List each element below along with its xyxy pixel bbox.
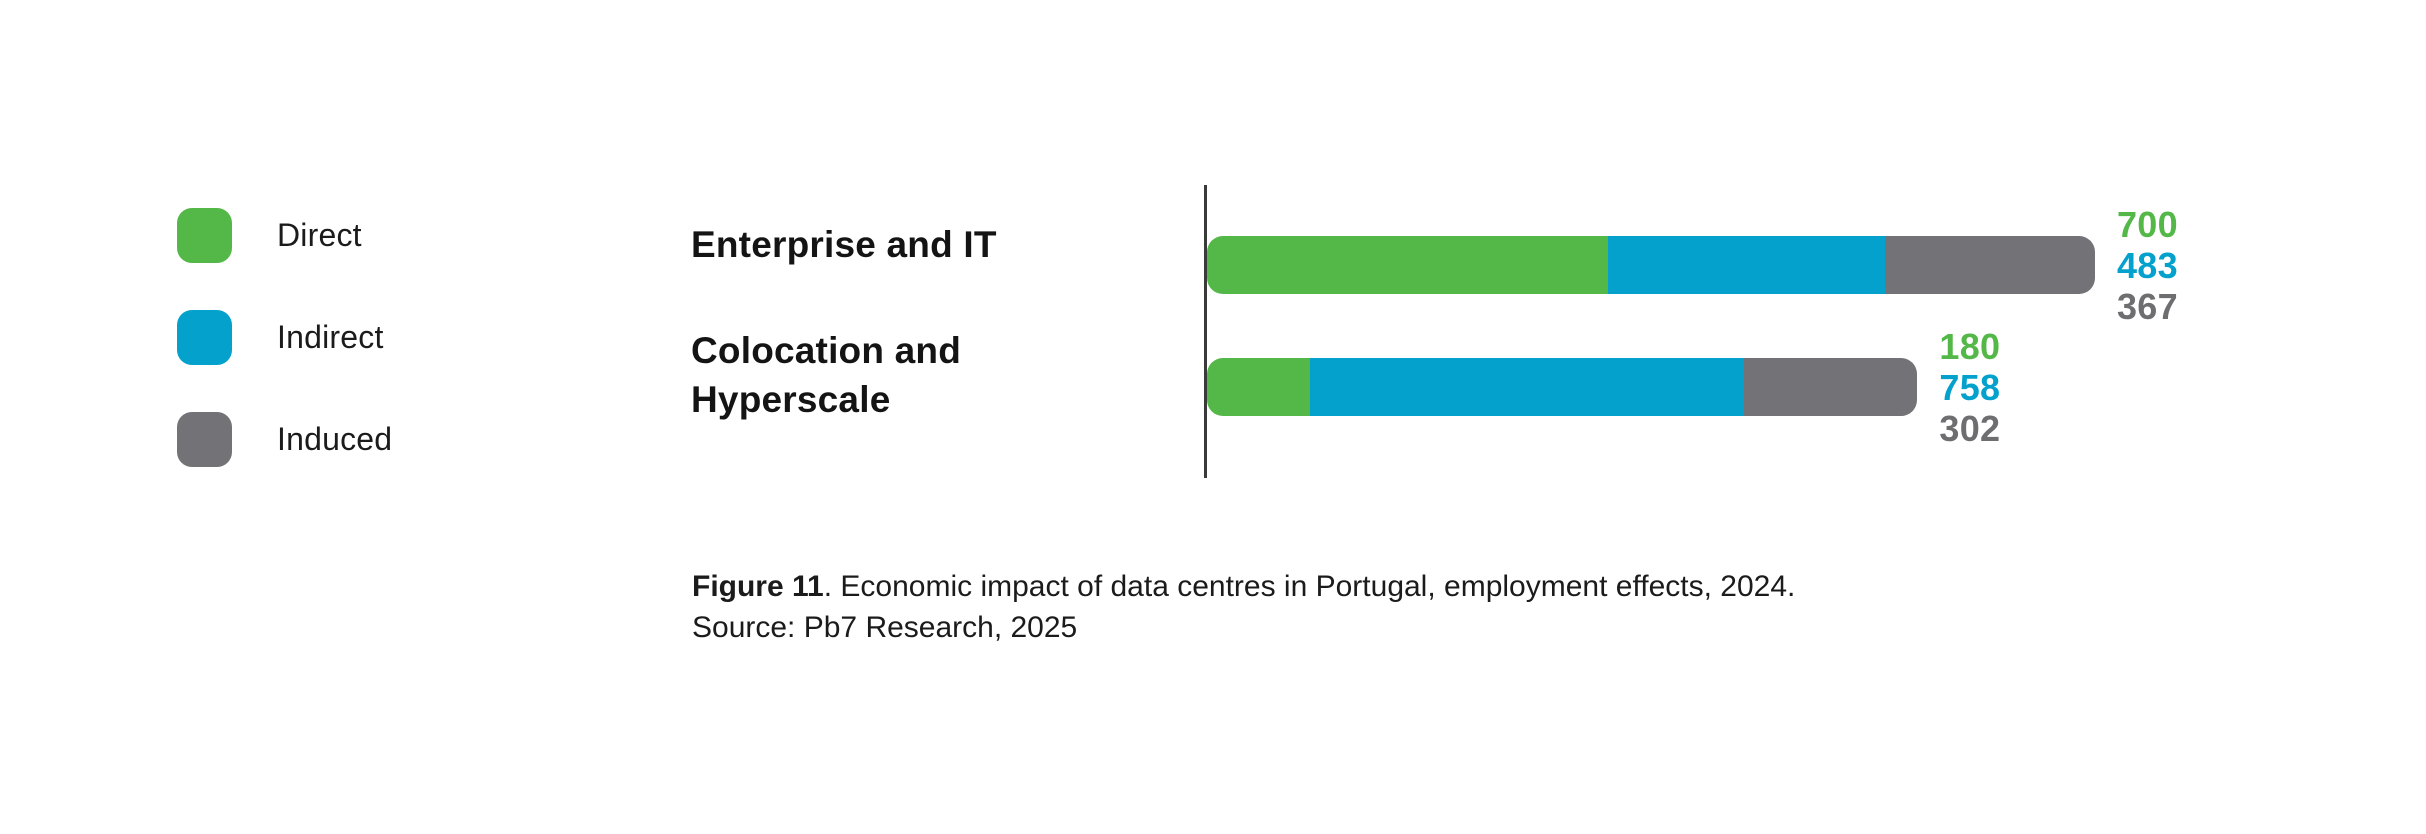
value-label-direct: 180 [1939,325,2001,367]
bar-segment-induced [1884,236,2095,294]
bar-segment-direct [1207,358,1311,416]
y-axis-baseline [1204,185,1207,478]
legend-label-direct: Direct [277,217,362,253]
caption-figure-label: Figure 11 [692,570,824,603]
caption-figure-text: . Economic impact of data centres in Por… [823,570,1796,603]
legend: Direct Indirect Induced [177,208,392,467]
legend-item-induced: Induced [177,412,392,467]
value-label-indirect: 483 [2116,244,2178,286]
caption-line-1: Figure 11. Economic impact of data centr… [692,566,1795,607]
bar-segment-induced [1744,358,1918,416]
value-label-direct: 700 [2116,203,2178,245]
bar-row-0: 700 483 367 [1207,204,2178,327]
value-label-induced: 302 [1939,407,2001,449]
legend-label-indirect: Indirect [277,319,384,355]
value-label-induced: 367 [2116,285,2178,327]
legend-item-direct: Direct [177,208,392,263]
legend-swatch-direct-icon [177,208,232,263]
category-label-0: Enterprise and IT [691,220,997,269]
figure-caption: Figure 11. Economic impact of data centr… [692,566,1795,648]
bar-segment-indirect [1310,358,1745,416]
legend-item-indirect: Indirect [177,310,392,365]
bar-segment-indirect [1608,236,1885,294]
bar-value-labels-1: 180 758 302 [1939,326,2000,449]
legend-label-induced: Induced [277,421,393,457]
stacked-bar-1 [1207,358,1918,416]
category-label-1: Colocation and Hyperscale [691,326,961,424]
category-label-line: Colocation and [691,330,962,371]
bar-value-labels-0: 700 483 367 [2117,204,2178,327]
value-label-indirect: 758 [1939,366,2001,408]
stacked-bar-0 [1207,236,2095,294]
legend-swatch-induced-icon [177,412,232,467]
bar-row-1: 180 758 302 [1207,326,2000,449]
category-label-line: Hyperscale [691,379,891,420]
category-label-line: Enterprise and IT [691,223,997,265]
bar-segment-direct [1207,236,1608,294]
legend-swatch-indirect-icon [177,310,232,365]
caption-source-line: Source: Pb7 Research, 2025 [692,611,1078,644]
